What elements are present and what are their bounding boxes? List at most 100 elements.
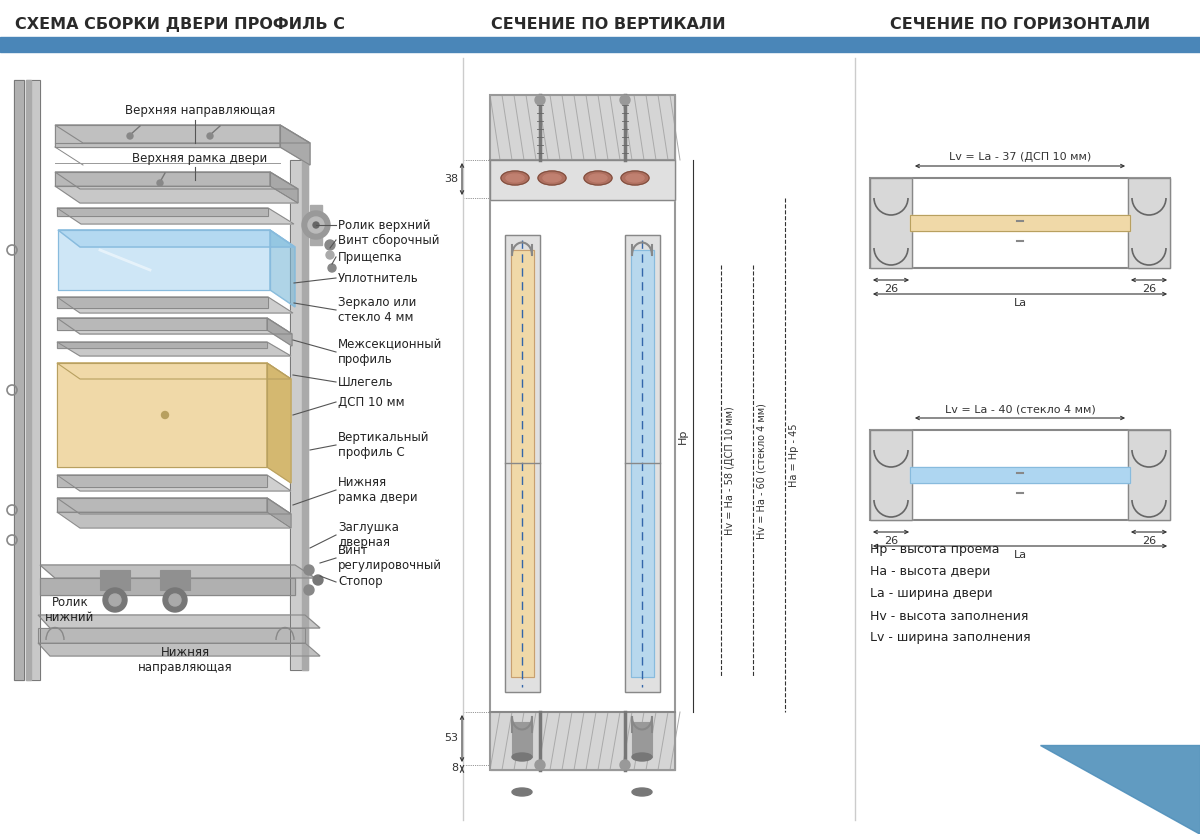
Bar: [910, 215, 1130, 231]
Polygon shape: [55, 125, 310, 143]
Text: Верхняя направляющая: Верхняя направляющая: [125, 103, 275, 117]
Bar: [490, 160, 674, 200]
Polygon shape: [266, 363, 292, 483]
Text: Hv = Ha - 58 (ДСП 10 мм): Hv = Ha - 58 (ДСП 10 мм): [725, 407, 736, 535]
Text: 26: 26: [884, 284, 898, 294]
Text: Винт сборочный: Винт сборочный: [338, 234, 439, 247]
Circle shape: [169, 594, 181, 606]
Bar: [490, 712, 674, 770]
Bar: [490, 95, 674, 770]
Bar: [870, 430, 912, 520]
Circle shape: [208, 133, 214, 139]
Bar: [870, 430, 1170, 520]
Bar: [310, 205, 322, 245]
Ellipse shape: [632, 788, 652, 796]
Text: 38: 38: [444, 174, 458, 184]
Polygon shape: [58, 498, 292, 514]
Polygon shape: [58, 208, 268, 216]
Text: Стопор: Стопор: [338, 575, 383, 589]
Bar: [631, 250, 654, 677]
Text: 26: 26: [1142, 536, 1156, 546]
Bar: [1128, 178, 1170, 268]
Text: Зеркало или
стекло 4 мм: Зеркало или стекло 4 мм: [338, 296, 416, 324]
Circle shape: [326, 251, 334, 259]
Bar: [870, 178, 1170, 268]
Text: СЕЧЕНИЕ ПО ГОРИЗОНТАЛИ: СЕЧЕНИЕ ПО ГОРИЗОНТАЛИ: [890, 17, 1150, 32]
Polygon shape: [1040, 745, 1200, 834]
Polygon shape: [55, 125, 280, 147]
Circle shape: [313, 222, 319, 228]
Polygon shape: [58, 475, 266, 487]
Polygon shape: [58, 363, 292, 379]
Bar: [870, 178, 912, 268]
Bar: [160, 570, 190, 590]
Text: Ролик
нижний: Ролик нижний: [46, 596, 95, 624]
Circle shape: [620, 95, 630, 105]
Polygon shape: [38, 615, 320, 628]
Text: Прищепка: Прищепка: [338, 250, 403, 264]
Text: Lv - ширина заполнения: Lv - ширина заполнения: [870, 631, 1031, 645]
Text: Ha = Hp - 45: Ha = Hp - 45: [790, 423, 799, 487]
Bar: [910, 467, 1130, 483]
Bar: [26, 80, 31, 680]
Text: 8: 8: [451, 763, 458, 773]
Text: 53: 53: [444, 733, 458, 743]
Bar: [631, 250, 654, 677]
Bar: [511, 250, 534, 677]
Text: ДСП 10 мм: ДСП 10 мм: [338, 395, 404, 409]
Text: Нижняя
рамка двери: Нижняя рамка двери: [338, 476, 418, 504]
Text: Hp - высота проема: Hp - высота проема: [870, 544, 1000, 556]
Bar: [490, 95, 674, 160]
Text: СХЕМА СБОРКИ ДВЕРИ ПРОФИЛЬ С: СХЕМА СБОРКИ ДВЕРИ ПРОФИЛЬ С: [14, 17, 346, 32]
Polygon shape: [266, 318, 292, 346]
Bar: [632, 722, 652, 757]
Polygon shape: [270, 230, 295, 307]
Ellipse shape: [584, 171, 612, 185]
Circle shape: [328, 264, 336, 272]
Text: Hv - высота заполнения: Hv - высота заполнения: [870, 610, 1028, 622]
Polygon shape: [58, 512, 292, 528]
Bar: [1128, 430, 1170, 520]
Polygon shape: [40, 578, 295, 595]
Circle shape: [163, 588, 187, 612]
Circle shape: [325, 240, 335, 250]
Ellipse shape: [626, 174, 644, 182]
Ellipse shape: [589, 174, 607, 182]
Ellipse shape: [538, 171, 566, 185]
Polygon shape: [38, 643, 320, 656]
Circle shape: [162, 411, 168, 419]
Text: 26: 26: [1142, 284, 1156, 294]
Bar: [870, 430, 912, 520]
Text: Ролик верхний: Ролик верхний: [338, 219, 431, 232]
Bar: [505, 235, 540, 692]
Polygon shape: [58, 318, 292, 334]
Text: Заглушка
дверная: Заглушка дверная: [338, 521, 398, 549]
Ellipse shape: [506, 174, 524, 182]
Polygon shape: [270, 172, 298, 203]
Circle shape: [620, 760, 630, 770]
Text: La: La: [1014, 550, 1026, 560]
Bar: [870, 178, 912, 268]
Bar: [0, 37, 1200, 52]
Polygon shape: [58, 297, 268, 308]
Bar: [290, 160, 308, 670]
Circle shape: [304, 585, 314, 595]
Polygon shape: [55, 172, 270, 186]
Ellipse shape: [542, 174, 562, 182]
Text: СЕЧЕНИЕ ПО ВЕРТИКАЛИ: СЕЧЕНИЕ ПО ВЕРТИКАЛИ: [491, 17, 725, 32]
Bar: [625, 235, 660, 692]
Bar: [14, 80, 24, 680]
Circle shape: [313, 575, 323, 585]
Bar: [1128, 430, 1170, 520]
Polygon shape: [58, 208, 294, 224]
Bar: [625, 235, 660, 692]
Bar: [511, 250, 534, 677]
Bar: [910, 215, 1130, 231]
Bar: [505, 235, 540, 692]
Polygon shape: [55, 186, 298, 203]
Circle shape: [157, 180, 163, 186]
Text: La: La: [1014, 298, 1026, 308]
Circle shape: [302, 211, 330, 239]
Polygon shape: [55, 172, 298, 189]
Text: Lv = La - 40 (стекло 4 мм): Lv = La - 40 (стекло 4 мм): [944, 404, 1096, 414]
